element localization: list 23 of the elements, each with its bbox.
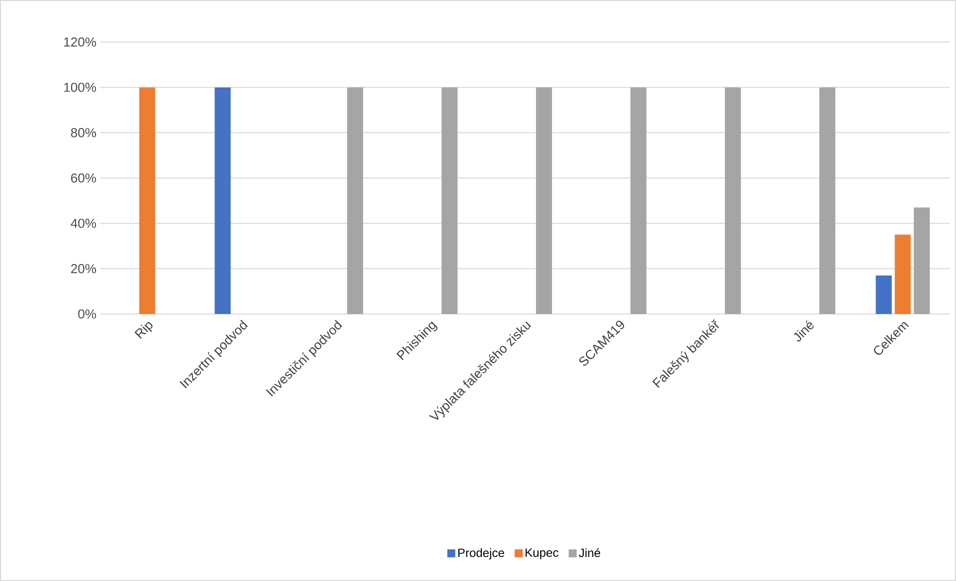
y-tick-label: 60% bbox=[71, 173, 96, 183]
bar bbox=[914, 207, 930, 314]
legend-label: Kupec bbox=[526, 548, 558, 560]
y-tick-label: 40% bbox=[70, 218, 96, 228]
y-tick-label: 0% bbox=[78, 309, 96, 319]
y-tick-label: 20% bbox=[71, 264, 96, 274]
x-tick-label: Rip bbox=[134, 322, 153, 339]
x-tick-label: Jiné bbox=[794, 320, 814, 342]
bar bbox=[536, 87, 552, 314]
y-tick-label: 100% bbox=[64, 82, 96, 92]
bar bbox=[876, 275, 892, 314]
y-tick-label: 120% bbox=[64, 37, 96, 47]
bar bbox=[894, 234, 911, 314]
bar bbox=[630, 87, 646, 314]
bar bbox=[139, 87, 156, 314]
bar bbox=[347, 87, 364, 314]
bar bbox=[724, 87, 741, 314]
bar bbox=[214, 87, 231, 314]
legend-label: Prodejce bbox=[458, 548, 504, 560]
y-tick-label: 80% bbox=[71, 128, 96, 138]
legend-label: Jiné bbox=[578, 548, 600, 558]
bar bbox=[442, 87, 458, 314]
bar bbox=[819, 87, 836, 314]
